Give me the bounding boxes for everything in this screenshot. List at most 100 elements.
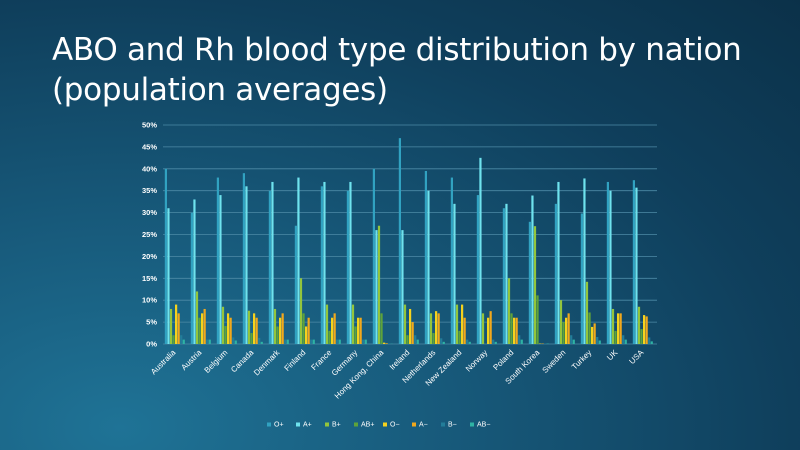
legend-label: AB+: [361, 422, 374, 429]
bar: [492, 339, 495, 344]
bar: [531, 195, 534, 344]
bar: [305, 326, 308, 344]
bar: [297, 177, 300, 344]
bar: [468, 341, 471, 344]
bar: [505, 203, 508, 344]
bar: [432, 333, 435, 344]
bar: [533, 226, 537, 344]
x-category-label: Ireland: [388, 348, 412, 372]
bar: [536, 295, 539, 344]
bar: [440, 338, 443, 344]
bar: [172, 335, 175, 344]
x-category-label: Australia: [149, 348, 178, 377]
slide-title: ABO and Rh blood type distribution by na…: [52, 30, 772, 110]
bar: [242, 173, 245, 344]
bar: [637, 306, 641, 344]
bar: [580, 213, 583, 344]
bar: [255, 317, 258, 344]
bar: [232, 337, 235, 344]
bar: [593, 323, 596, 344]
legend-label: O+: [274, 422, 284, 429]
legend-swatch: [354, 422, 358, 427]
bar: [409, 308, 412, 344]
legend-label: O−: [390, 422, 400, 429]
bar: [388, 343, 391, 344]
bar: [435, 311, 438, 344]
legend-label: B−: [448, 422, 457, 429]
bar: [557, 181, 560, 344]
bar: [177, 313, 180, 344]
bar: [609, 190, 612, 344]
bar: [271, 181, 274, 344]
bar: [455, 304, 459, 344]
bar: [276, 326, 279, 344]
bar: [351, 304, 355, 344]
x-category-label: Turkey: [570, 348, 593, 371]
bar: [227, 313, 230, 344]
bar: [253, 313, 256, 344]
legend-swatch: [267, 422, 271, 427]
x-category-label: UK: [605, 348, 620, 363]
bar: [359, 317, 362, 344]
x-category-label: Belgium: [203, 348, 230, 375]
bar: [466, 339, 469, 344]
bar: [281, 313, 284, 344]
bar: [302, 313, 305, 344]
x-category-label: Poland: [491, 348, 515, 372]
bar: [632, 180, 635, 344]
slide-title-line-2: (population averages): [52, 72, 388, 108]
bar: [331, 317, 334, 344]
x-category-label: USA: [627, 348, 645, 366]
bar: [320, 186, 323, 344]
bar: [383, 342, 386, 344]
y-tick-label: 45%: [142, 142, 157, 151]
bar: [299, 278, 303, 344]
bar: [169, 308, 173, 344]
bar: [611, 308, 615, 344]
y-tick-label: 5%: [146, 318, 157, 327]
bar: [307, 317, 310, 344]
legend-swatch: [296, 422, 300, 427]
bar: [588, 312, 591, 344]
bar: [411, 322, 414, 344]
bar: [479, 157, 482, 344]
bar: [229, 317, 232, 344]
bar: [487, 317, 490, 344]
bar: [284, 339, 287, 344]
bar: [323, 181, 326, 344]
bar: [336, 339, 339, 344]
bar: [164, 168, 167, 344]
bar: [333, 313, 336, 344]
bar: [442, 341, 445, 344]
bar: [643, 315, 646, 344]
bar: [182, 339, 185, 344]
bar: [427, 190, 430, 344]
bar: [596, 336, 599, 344]
y-tick-label: 15%: [142, 274, 157, 283]
x-category-label: France: [309, 348, 333, 372]
bar: [357, 317, 360, 344]
bar: [406, 335, 409, 344]
bar: [598, 340, 601, 344]
bar: [398, 138, 401, 344]
legend-swatch: [412, 422, 416, 427]
bar: [562, 322, 565, 344]
bar: [591, 326, 594, 344]
bar: [648, 337, 651, 344]
bar: [338, 339, 341, 344]
bar: [208, 339, 211, 344]
bar: [635, 187, 638, 344]
bar: [203, 308, 206, 344]
bar: [380, 313, 383, 344]
bar: [325, 304, 329, 344]
bar: [585, 281, 589, 344]
bar: [583, 178, 586, 344]
bar: [401, 230, 404, 344]
bar: [286, 339, 289, 344]
legend-swatch: [383, 422, 387, 427]
legend-label: AB−: [477, 422, 490, 429]
legend-label: A+: [303, 422, 312, 429]
legend-label: B+: [332, 422, 341, 429]
bar: [364, 339, 367, 344]
bar: [515, 317, 518, 344]
